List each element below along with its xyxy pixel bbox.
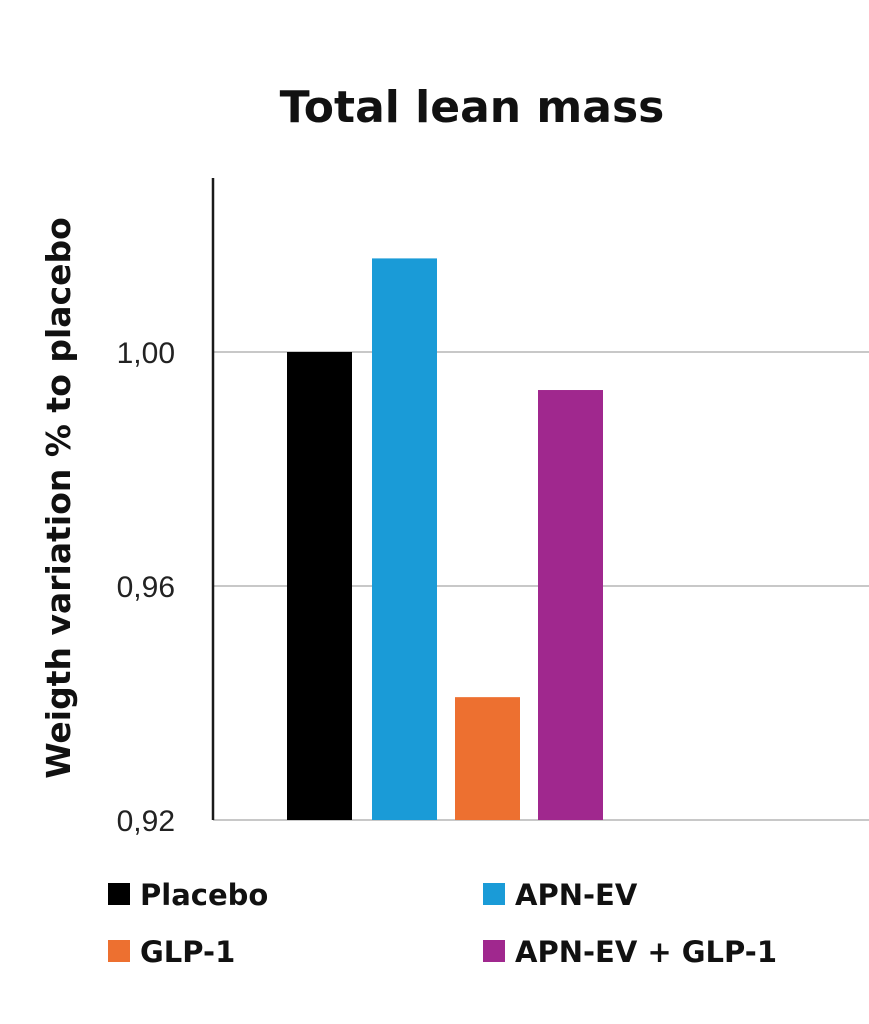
legend-swatch-apn-ev-glp-1 bbox=[483, 940, 505, 962]
bar-glp-1 bbox=[455, 697, 520, 820]
bar-apn-ev-glp-1 bbox=[538, 390, 603, 820]
legend-swatch-glp-1 bbox=[108, 940, 130, 962]
legend-label-glp-1: GLP-1 bbox=[140, 935, 235, 969]
y-tick-labels: 0,92 0,96 1,00 bbox=[117, 337, 175, 838]
y-axis-label: Weigth variation % to placebo bbox=[39, 217, 78, 779]
bar-placebo bbox=[287, 352, 352, 820]
legend-swatch-placebo bbox=[108, 883, 130, 905]
y-tick-label: 0,96 bbox=[117, 571, 175, 604]
legend-label-apn-ev-glp-1: APN-EV + GLP-1 bbox=[515, 935, 777, 969]
y-tick-label: 1,00 bbox=[117, 337, 175, 370]
legend-label-apn-ev: APN-EV bbox=[515, 878, 638, 912]
legend-swatch-apn-ev bbox=[483, 883, 505, 905]
chart-title: Total lean mass bbox=[280, 82, 665, 133]
bar-apn-ev bbox=[372, 258, 437, 820]
legend-label-placebo: Placebo bbox=[140, 878, 268, 912]
bars bbox=[287, 258, 603, 820]
y-tick-label: 0,92 bbox=[117, 805, 175, 838]
legend: Placebo APN-EV GLP-1 APN-EV + GLP-1 bbox=[108, 878, 777, 969]
